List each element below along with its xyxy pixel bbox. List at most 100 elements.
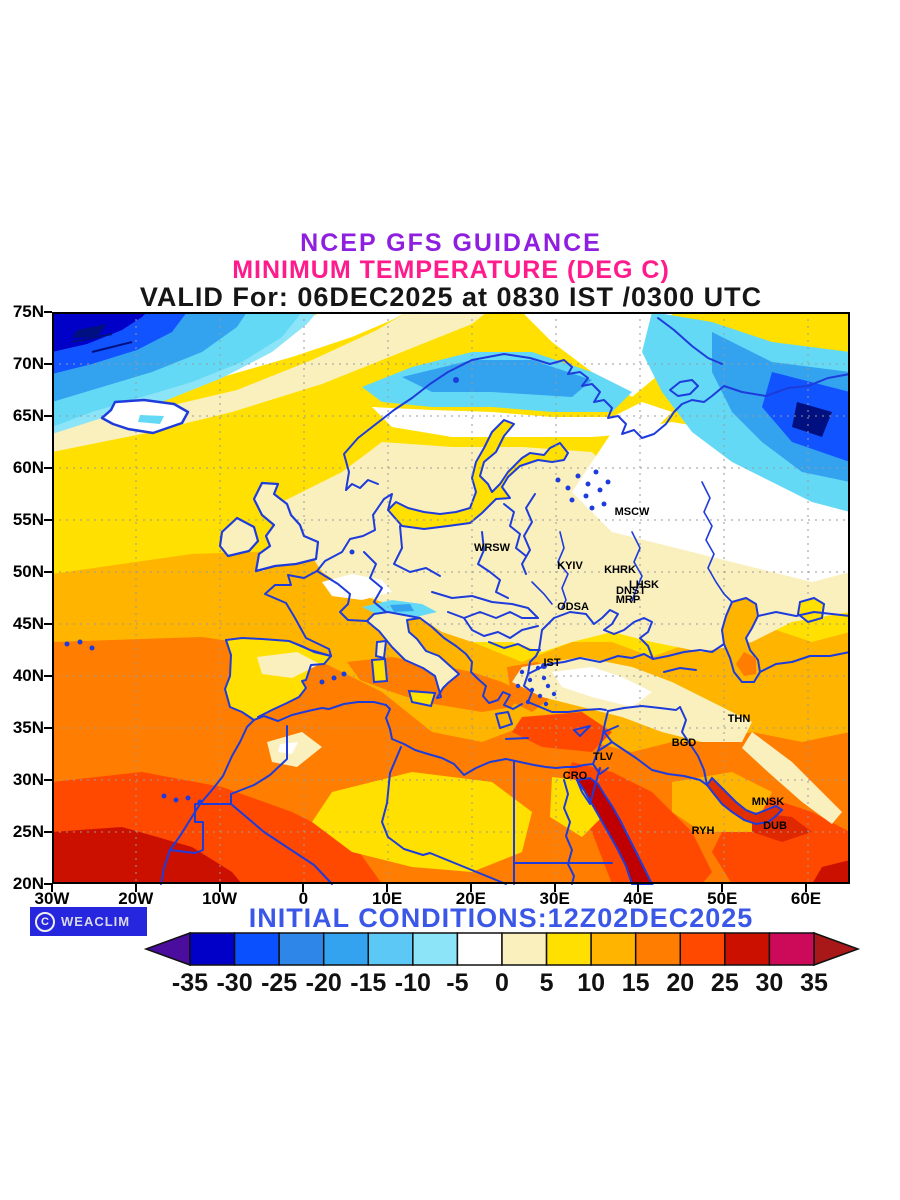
y-axis-label-45N: 45N <box>12 614 44 633</box>
initial-conditions-line: INITIAL CONDITIONS:12Z02DEC2025 <box>248 903 754 933</box>
x-axis-label-30E: 30E <box>539 889 570 908</box>
colorbar-value-25: 25 <box>711 969 739 997</box>
valid-time-line: VALID For: 06DEC2025 at 0830 IST /0300 U… <box>139 282 763 312</box>
city-label-thn: THN <box>727 713 751 725</box>
colorbar-value-20: 20 <box>666 969 694 997</box>
x-axis-label-60E: 60E <box>790 889 822 908</box>
x-axis-label-30W: 30W <box>34 889 70 908</box>
city-label-kyiv: KYIV <box>557 560 583 572</box>
weaclim-logo: C WEACLIM <box>30 907 147 936</box>
x-axis-label-20W: 20W <box>118 889 154 908</box>
colorbar-box-11 <box>679 932 726 966</box>
y-axis-label-20N: 20N <box>12 874 44 893</box>
colorbar-box-5 <box>412 932 459 966</box>
y-axis-tick <box>44 467 52 469</box>
y-axis-tick <box>44 727 52 729</box>
y-axis-tick <box>44 311 52 313</box>
y-axis-tick <box>44 363 52 365</box>
x-axis-label-40E: 40E <box>623 889 654 908</box>
colorbar-svg: -35 -30 -25 -20 -15 -10 -5 0 5 10 15 20 25 30 35 <box>143 931 861 997</box>
colorbar-boxes <box>189 932 815 966</box>
colorbar-box-4 <box>367 932 414 966</box>
colorbar-box-12 <box>724 932 771 966</box>
colorbar-right-arrow <box>813 931 861 967</box>
city-label-tlv: TLV <box>593 751 613 763</box>
city-label-mscw: MSCW <box>614 506 650 518</box>
city-label-bgd: BGD <box>671 737 697 749</box>
colorbar-value-15: 15 <box>622 969 650 997</box>
x-axis-label-10W: 10W <box>202 889 238 908</box>
colorbar-value--15: -15 <box>350 969 386 997</box>
x-axis-tick <box>134 884 137 892</box>
colorbar-value-30: 30 <box>756 969 784 997</box>
colorbar-box-9 <box>590 932 637 966</box>
colorbar-value--20: -20 <box>306 969 342 997</box>
x-axis-label-50E: 50E <box>707 889 738 908</box>
colorbar-box-8 <box>545 932 592 966</box>
colorbar-value--10: -10 <box>395 969 431 997</box>
rivers <box>531 481 733 609</box>
temperature-map <box>52 312 850 885</box>
colorbar-box-0 <box>189 932 236 966</box>
city-label-mnsk: MNSK <box>751 796 785 808</box>
colorbar-value-5: 5 <box>540 969 554 997</box>
chart-title: NCEP GFS GUIDANCE <box>300 229 602 257</box>
colorbar-box-7 <box>501 932 548 966</box>
y-axis-tick <box>44 883 52 885</box>
y-axis-tick <box>44 779 52 781</box>
copyright-icon: C <box>35 911 55 932</box>
colorbar-value-0: 0 <box>495 969 509 997</box>
colorbar-box-13 <box>768 932 815 966</box>
map-frame <box>52 312 850 884</box>
x-axis-tick <box>805 884 808 892</box>
footer-row: C WEACLIM INITIAL CONDITIONS:12Z02DEC202… <box>0 900 900 940</box>
x-axis-tick <box>721 884 724 892</box>
y-axis-tick <box>44 519 52 521</box>
y-axis-label-75N: 75N <box>12 302 44 321</box>
colorbar-value--30: -30 <box>216 969 252 997</box>
colorbar-value--25: -25 <box>261 969 297 997</box>
colorbar-box-10 <box>634 932 682 966</box>
city-label-ryh: RYH <box>691 825 715 837</box>
city-label-khrk: KHRK <box>604 564 636 576</box>
colorbar-value--5: -5 <box>446 969 468 997</box>
island-lake-dots <box>64 377 611 805</box>
logo-text: WEACLIM <box>61 914 131 929</box>
x-axis-tick <box>302 884 305 892</box>
city-label-ist: IST <box>543 657 561 669</box>
y-axis-tick <box>44 623 52 625</box>
y-axis-label-65N: 65N <box>12 406 44 425</box>
city-label-dnst: DNST <box>616 585 646 597</box>
y-axis-label-70N: 70N <box>12 354 44 373</box>
map-area: MSCW WRSW KYIV KHRK LHSK DNST MRP ODSA IST THN BGD… <box>52 312 850 885</box>
y-axis-label-50N: 50N <box>12 562 44 581</box>
city-label-odsa: ODSA <box>557 601 589 613</box>
y-axis-tick <box>44 675 52 677</box>
city-label-cro: CRO <box>562 770 588 782</box>
colorbar: -35 -30 -25 -20 -15 -10 -5 0 5 10 15 20 25 30 35 <box>140 931 865 997</box>
colorbar-left-arrow <box>143 931 191 967</box>
y-axis-label-60N: 60N <box>12 458 44 477</box>
x-axis-label-20E: 20E <box>455 889 487 908</box>
colorbar-value-35: 35 <box>800 969 828 997</box>
x-axis-tick <box>469 884 472 892</box>
chart-subtitle: MINIMUM TEMPERATURE (DEG C) <box>232 256 670 284</box>
colorbar-box-2 <box>278 932 325 966</box>
y-axis-label-55N: 55N <box>12 510 44 529</box>
x-axis-tick <box>51 884 53 892</box>
colorbar-box-3 <box>322 932 370 966</box>
city-label-mrp: MRP <box>615 594 641 606</box>
x-axis-label-10E: 10E <box>371 889 403 908</box>
x-axis-tick <box>218 884 221 892</box>
city-label-wrsw: WRSW <box>473 542 511 554</box>
y-axis-label-25N: 25N <box>12 822 44 841</box>
colorbar-labels: -35 -30 -25 -20 -15 -10 -5 0 5 10 15 20 25 30 35 <box>172 969 828 997</box>
colorbar-value--35: -35 <box>172 969 208 997</box>
x-axis-tick <box>637 884 640 892</box>
y-axis-tick <box>44 571 52 573</box>
y-axis-tick <box>44 415 52 417</box>
colorbar-box-1 <box>233 932 280 966</box>
x-axis-label-0: 0 <box>298 889 309 908</box>
x-axis-tick <box>553 884 556 892</box>
